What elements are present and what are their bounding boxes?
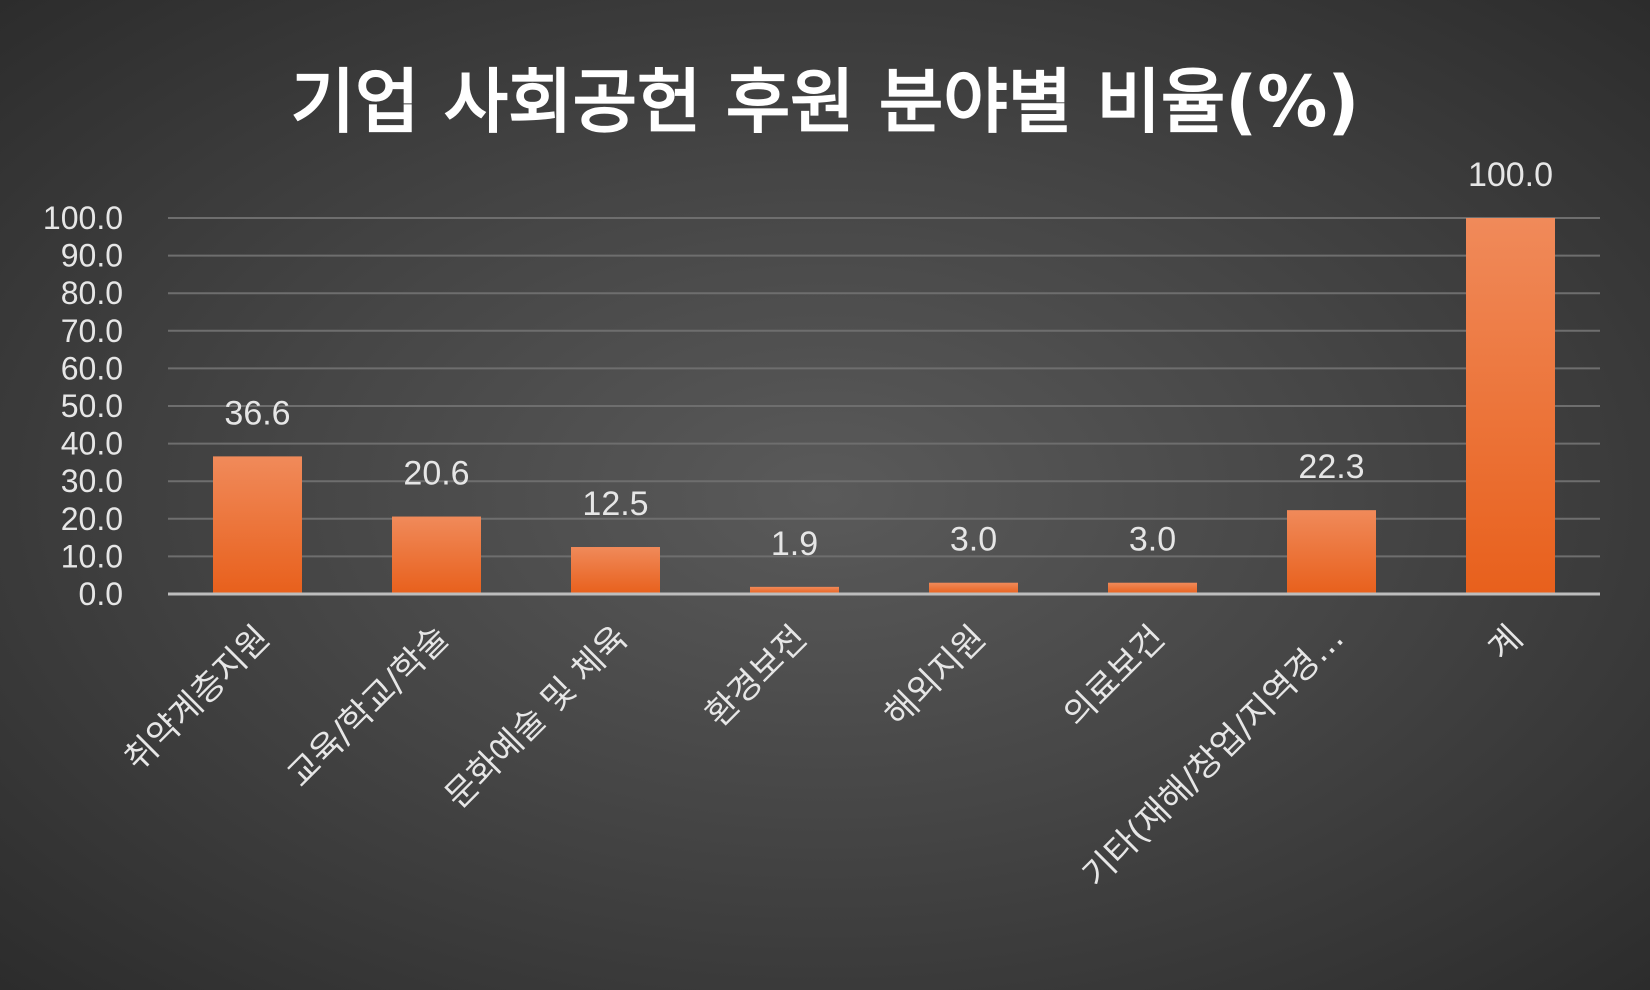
y-tick-label: 0.0 [79,576,123,612]
y-tick-label: 100.0 [43,200,123,236]
x-tick-label: 문화예술 및 체육 [437,618,635,816]
x-tick-label: 계 [1480,618,1530,668]
y-tick-label: 60.0 [61,350,123,386]
x-tick-label: 환경보전 [698,618,815,735]
bar [213,456,302,594]
y-tick-label: 40.0 [61,426,123,462]
bar [1466,218,1555,594]
bar [1108,582,1197,594]
x-tick-label: 의료보건 [1056,618,1173,735]
data-label: 12.5 [582,485,648,523]
y-tick-label: 70.0 [61,313,123,349]
data-label: 3.0 [1129,521,1176,559]
bar [392,516,481,594]
data-label: 36.6 [224,394,290,432]
y-tick-label: 10.0 [61,538,123,574]
data-label: 22.3 [1298,448,1364,486]
data-label: 3.0 [950,521,997,559]
data-labels: 36.6 20.6 12.5 1.9 3.0 3.0 22.3 100.0 [224,156,1553,563]
data-label: 20.6 [403,455,469,493]
y-axis: 0.010.020.030.040.050.060.070.080.090.01… [43,200,123,612]
bar [750,586,839,594]
x-tick-label: 취약계층지원 [117,618,278,779]
bars [213,218,1555,594]
data-label: 100.0 [1468,156,1553,194]
data-label: 1.9 [771,525,818,563]
x-tick-label: 교육/학교/학술 [280,618,457,795]
y-tick-label: 30.0 [61,463,123,499]
y-tick-label: 80.0 [61,275,123,311]
bar [571,547,660,594]
y-tick-label: 90.0 [61,238,123,274]
bar [1287,510,1376,594]
chart-title: 기업 사회공헌 후원 분야별 비율(%) [291,61,1360,143]
y-tick-label: 50.0 [61,388,123,424]
x-tick-label: 해외지원 [877,618,994,735]
gridlines [168,217,1600,558]
bar [929,582,1018,594]
y-tick-label: 20.0 [61,501,123,537]
